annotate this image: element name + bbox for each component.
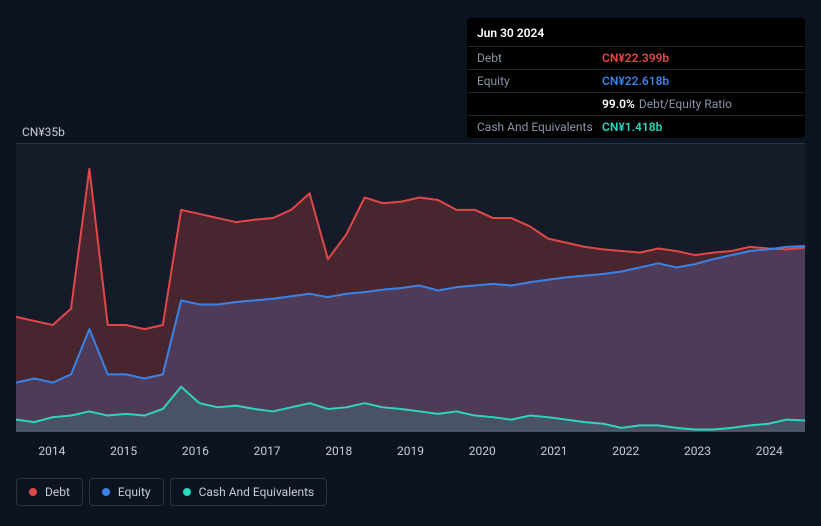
yaxis-label-top: CN¥35b [22, 125, 65, 139]
xaxis-tick: 2024 [733, 444, 805, 464]
xaxis-tick: 2015 [88, 444, 160, 464]
xaxis-tick: 2019 [375, 444, 447, 464]
debt-area [16, 169, 805, 432]
xaxis-tick: 2023 [662, 444, 734, 464]
tooltip-row-value: 99.0% [602, 97, 635, 111]
tooltip-row-label: Equity [477, 74, 602, 88]
legend-label: Cash And Equivalents [199, 485, 315, 499]
legend-item[interactable]: Debt [16, 478, 83, 506]
xaxis-tick: 2021 [518, 444, 590, 464]
chart-svg [16, 144, 805, 432]
xaxis-tick: 2018 [303, 444, 375, 464]
chart-plot-area[interactable] [16, 143, 805, 431]
legend-label: Equity [118, 485, 151, 499]
legend-dot-icon [29, 488, 37, 496]
tooltip-row-value: CN¥22.399b [602, 51, 669, 65]
xaxis-tick: 2016 [159, 444, 231, 464]
tooltip-row: 99.0% Debt/Equity Ratio [467, 92, 805, 115]
xaxis-tick: 2020 [446, 444, 518, 464]
tooltip-row-value: CN¥22.618b [602, 74, 669, 88]
tooltip-row-extra: Debt/Equity Ratio [639, 97, 732, 111]
xaxis-tick: 2017 [231, 444, 303, 464]
legend-item[interactable]: Cash And Equivalents [170, 478, 328, 506]
tooltip-row-label: Cash And Equivalents [477, 120, 602, 134]
tooltip-row: DebtCN¥22.399b [467, 46, 805, 69]
xaxis: 2014201520162017201820192020202120222023… [16, 444, 805, 464]
legend-dot-icon [102, 488, 110, 496]
legend-item[interactable]: Equity [89, 478, 164, 506]
legend-label: Debt [45, 485, 70, 499]
tooltip-date: Jun 30 2024 [467, 18, 805, 46]
legend: Debt Equity Cash And Equivalents [16, 478, 327, 506]
tooltip-row: EquityCN¥22.618b [467, 69, 805, 92]
legend-dot-icon [183, 488, 191, 496]
xaxis-tick: 2022 [590, 444, 662, 464]
hover-tooltip: Jun 30 2024 DebtCN¥22.399bEquityCN¥22.61… [467, 18, 805, 138]
tooltip-row-label [477, 97, 602, 111]
tooltip-row: Cash And EquivalentsCN¥1.418b [467, 115, 805, 138]
tooltip-row-value: CN¥1.418b [602, 120, 662, 134]
tooltip-row-label: Debt [477, 51, 602, 65]
xaxis-tick: 2014 [16, 444, 88, 464]
